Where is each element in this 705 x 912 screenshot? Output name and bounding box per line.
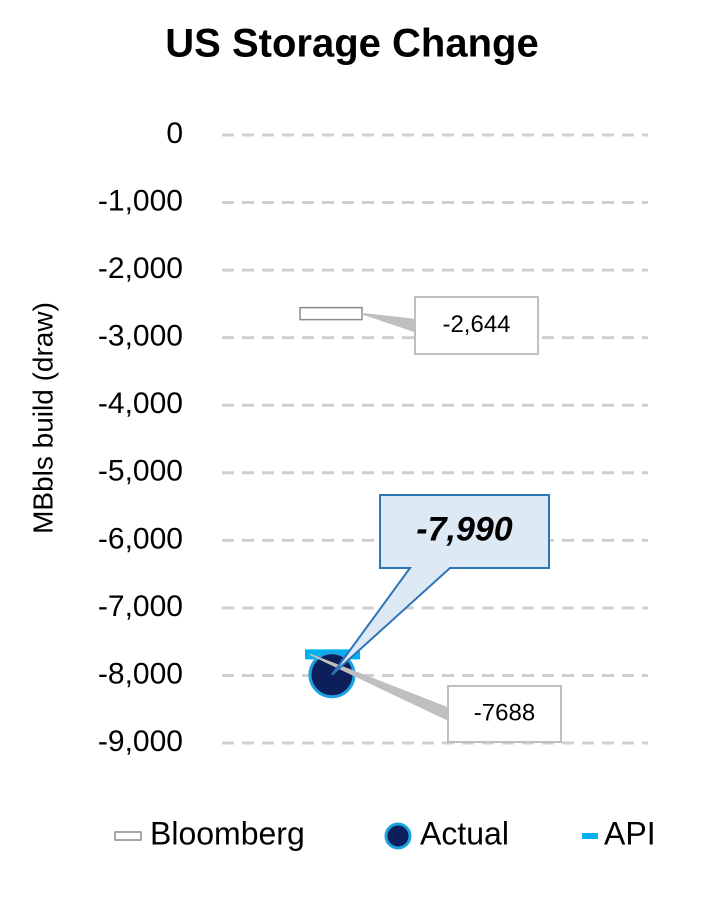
callout-box [331,494,550,676]
y-tick-label: -4,000 [98,387,183,420]
callout-box [414,296,539,355]
legend-swatch [114,831,142,841]
data-label: -7,990 [416,510,512,548]
y-tick-label: -7,000 [98,590,183,623]
y-tick-label: -2,000 [98,252,183,285]
y-axis-label: MBbls build (draw) [27,302,58,534]
y-tick-label: -3,000 [98,320,183,353]
legend-label: Actual [420,815,509,851]
y-tick-label: -5,000 [98,455,183,488]
y-tick-label: 0 [166,117,183,150]
y-tick-label: -6,000 [98,522,183,555]
y-tick-label: -1,000 [98,184,183,217]
legend-label: API [604,815,656,851]
callout-box [447,685,562,743]
point-marker [299,306,363,321]
legend-swatch [582,833,598,839]
legend-label: Bloomberg [150,815,305,851]
leader-line [361,312,416,333]
data-label: -2,644 [442,311,510,338]
chart-title: US Storage Change [165,22,538,66]
y-tick-label: -8,000 [98,657,183,690]
data-label: -7688 [474,699,535,726]
y-tick-label: -9,000 [98,725,183,758]
legend-swatch [384,822,412,850]
